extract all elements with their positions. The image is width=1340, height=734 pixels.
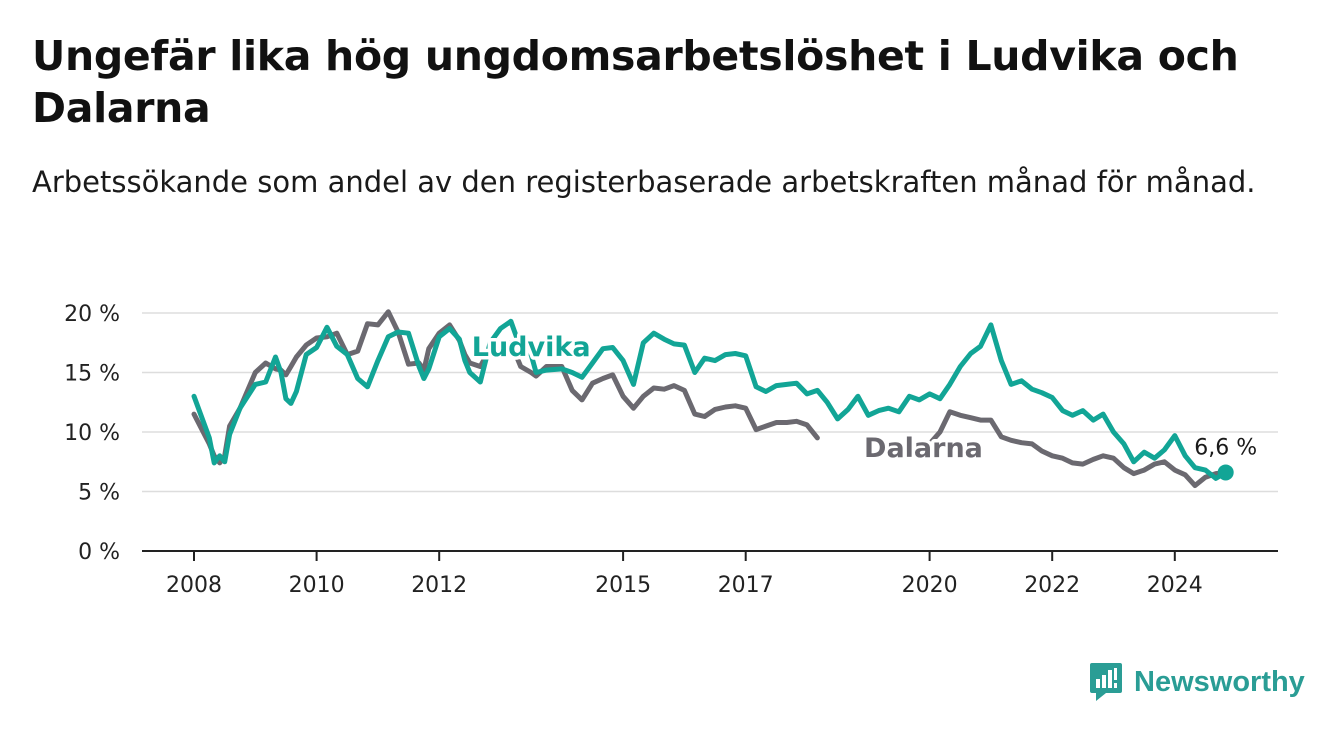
x-tick-label: 2020 bbox=[902, 573, 958, 598]
newsworthy-logo-icon bbox=[1090, 663, 1122, 701]
x-axis-ticks: 2008 2010 2012 2015 2017 2020 2022 2024 bbox=[166, 551, 1203, 598]
x-tick-label: 2010 bbox=[289, 573, 345, 598]
gridlines bbox=[142, 312, 1278, 493]
x-tick-label: 2017 bbox=[718, 573, 774, 598]
y-tick-label: 15 % bbox=[64, 362, 120, 387]
y-tick-label: 5 % bbox=[78, 481, 120, 506]
x-tick-label: 2024 bbox=[1147, 573, 1203, 598]
label-dalarna: Dalarna bbox=[864, 433, 983, 464]
series-line-dalarna bbox=[191, 309, 1229, 489]
x-tick-label: 2015 bbox=[595, 573, 651, 598]
y-axis-ticks: 0 % 5 % 10 % 15 % 20 % bbox=[64, 302, 120, 565]
y-tick-label: 10 % bbox=[64, 421, 120, 446]
end-point-marker bbox=[1217, 464, 1234, 481]
label-ludvika: Ludvika bbox=[472, 332, 591, 363]
chart-subtitle: Arbetssökande som andel av den registerb… bbox=[32, 165, 1256, 199]
series-line-ludvika bbox=[191, 318, 1229, 481]
y-tick-label: 0 % bbox=[78, 540, 120, 565]
series-labels: Ludvika Dalarna 6,6 % bbox=[468, 328, 1257, 481]
brand-name: Newsworthy bbox=[1134, 665, 1305, 698]
end-value-label: 6,6 % bbox=[1194, 435, 1257, 460]
y-tick-label: 20 % bbox=[64, 302, 120, 327]
x-tick-label: 2008 bbox=[166, 573, 222, 598]
x-tick-label: 2022 bbox=[1024, 573, 1080, 598]
series-lines bbox=[191, 309, 1229, 489]
x-tick-label: 2012 bbox=[411, 573, 467, 598]
chart-title: Ungefär lika hög ungdomsarbetslöshet i L… bbox=[32, 32, 1239, 132]
brand: Newsworthy bbox=[1088, 660, 1305, 704]
